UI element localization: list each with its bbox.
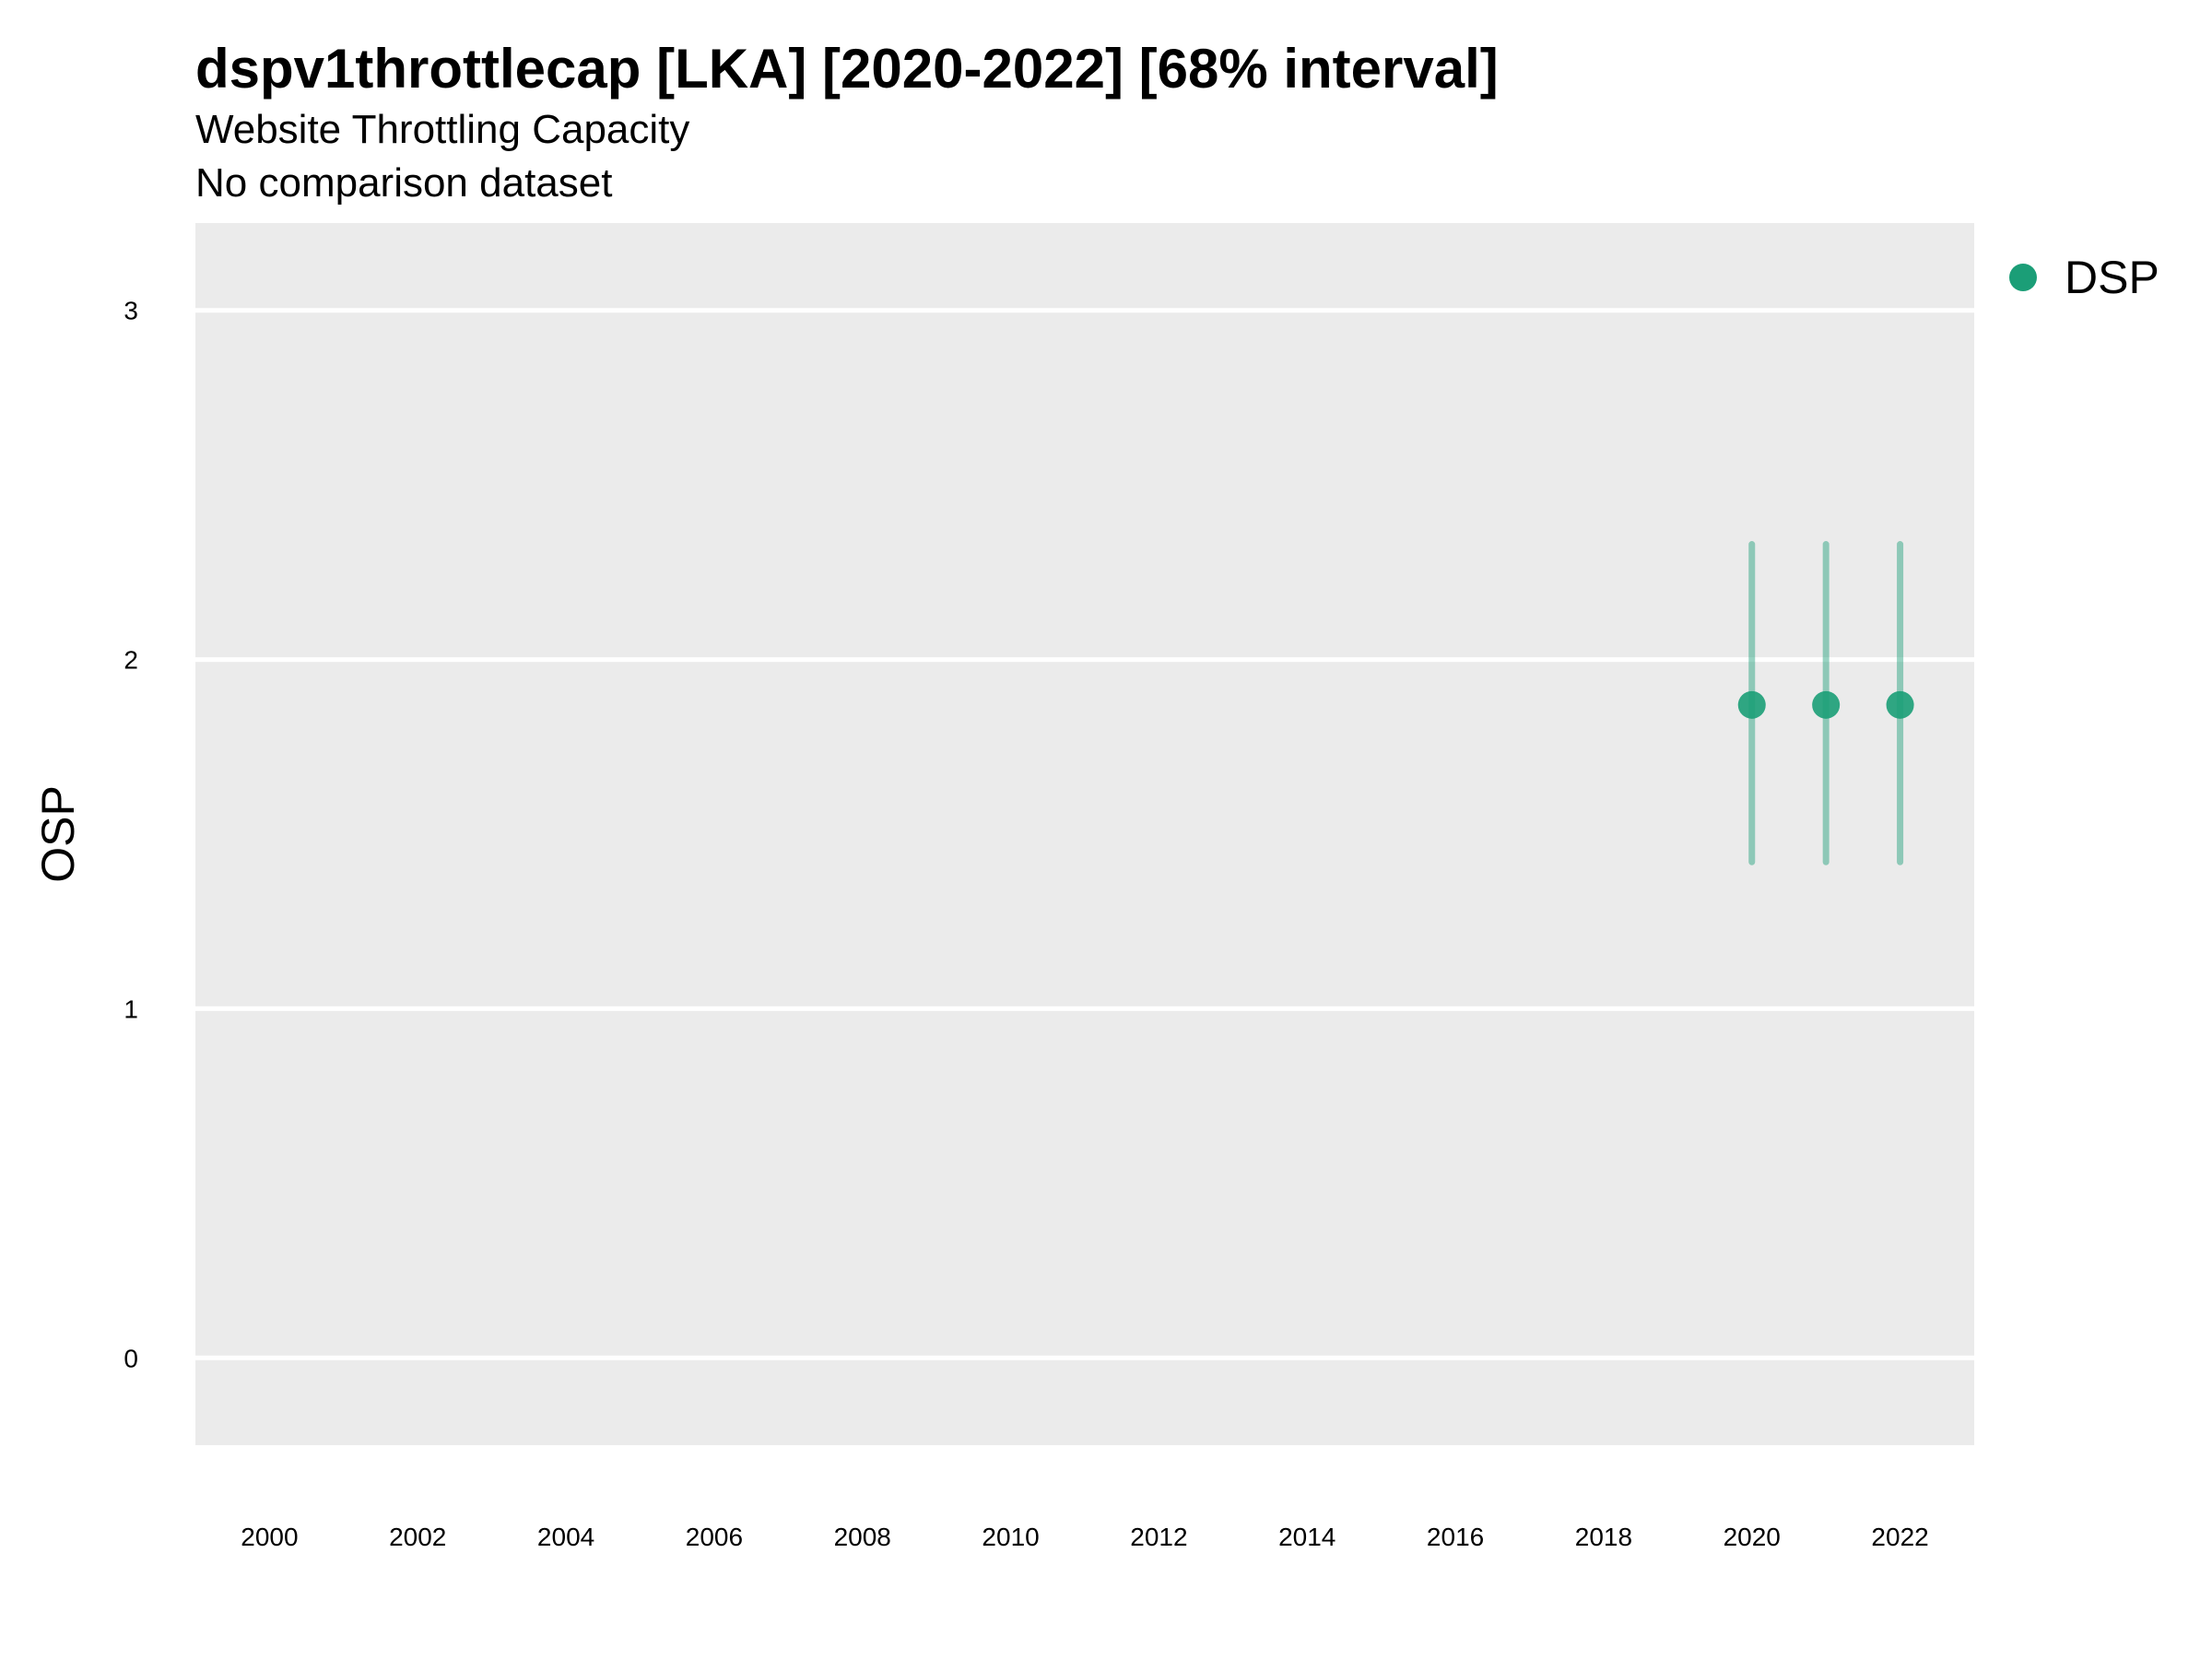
chart-title: dspv1throttlecap [LKA] [2020-2022] [68% … bbox=[195, 38, 1499, 100]
x-tick-label: 2010 bbox=[982, 1523, 1039, 1551]
x-tick-label: 2008 bbox=[834, 1523, 891, 1551]
data-point bbox=[1737, 690, 1766, 719]
x-tick-label: 2016 bbox=[1427, 1523, 1484, 1551]
plot-panel bbox=[195, 223, 1974, 1445]
x-tick-label: 2004 bbox=[537, 1523, 594, 1551]
x-tick-label: 2012 bbox=[1130, 1523, 1187, 1551]
x-tick-label: 2020 bbox=[1724, 1523, 1781, 1551]
legend-key-dsp bbox=[2009, 264, 2037, 291]
x-tick-label: 2000 bbox=[241, 1523, 298, 1551]
y-tick-label: 3 bbox=[124, 297, 138, 325]
y-tick-label: 2 bbox=[124, 646, 138, 675]
x-tick-label: 2014 bbox=[1278, 1523, 1335, 1551]
chart-note: No comparison dataset bbox=[195, 160, 613, 206]
data-point bbox=[1886, 690, 1914, 719]
y-tick-label: 0 bbox=[124, 1344, 138, 1372]
y-tick-label: 1 bbox=[124, 994, 138, 1023]
x-tick-label: 2002 bbox=[389, 1523, 446, 1551]
x-tick-label: 2018 bbox=[1575, 1523, 1632, 1551]
x-tick-label: 2006 bbox=[686, 1523, 743, 1551]
y-axis-label: OSP bbox=[32, 785, 84, 883]
legend: DSP bbox=[2009, 251, 2159, 304]
x-tick-label: 2022 bbox=[1871, 1523, 1928, 1551]
chart-subtitle: Website Throttling Capacity bbox=[195, 107, 690, 152]
legend-label-dsp: DSP bbox=[2065, 252, 2159, 303]
data-point bbox=[1812, 690, 1841, 719]
